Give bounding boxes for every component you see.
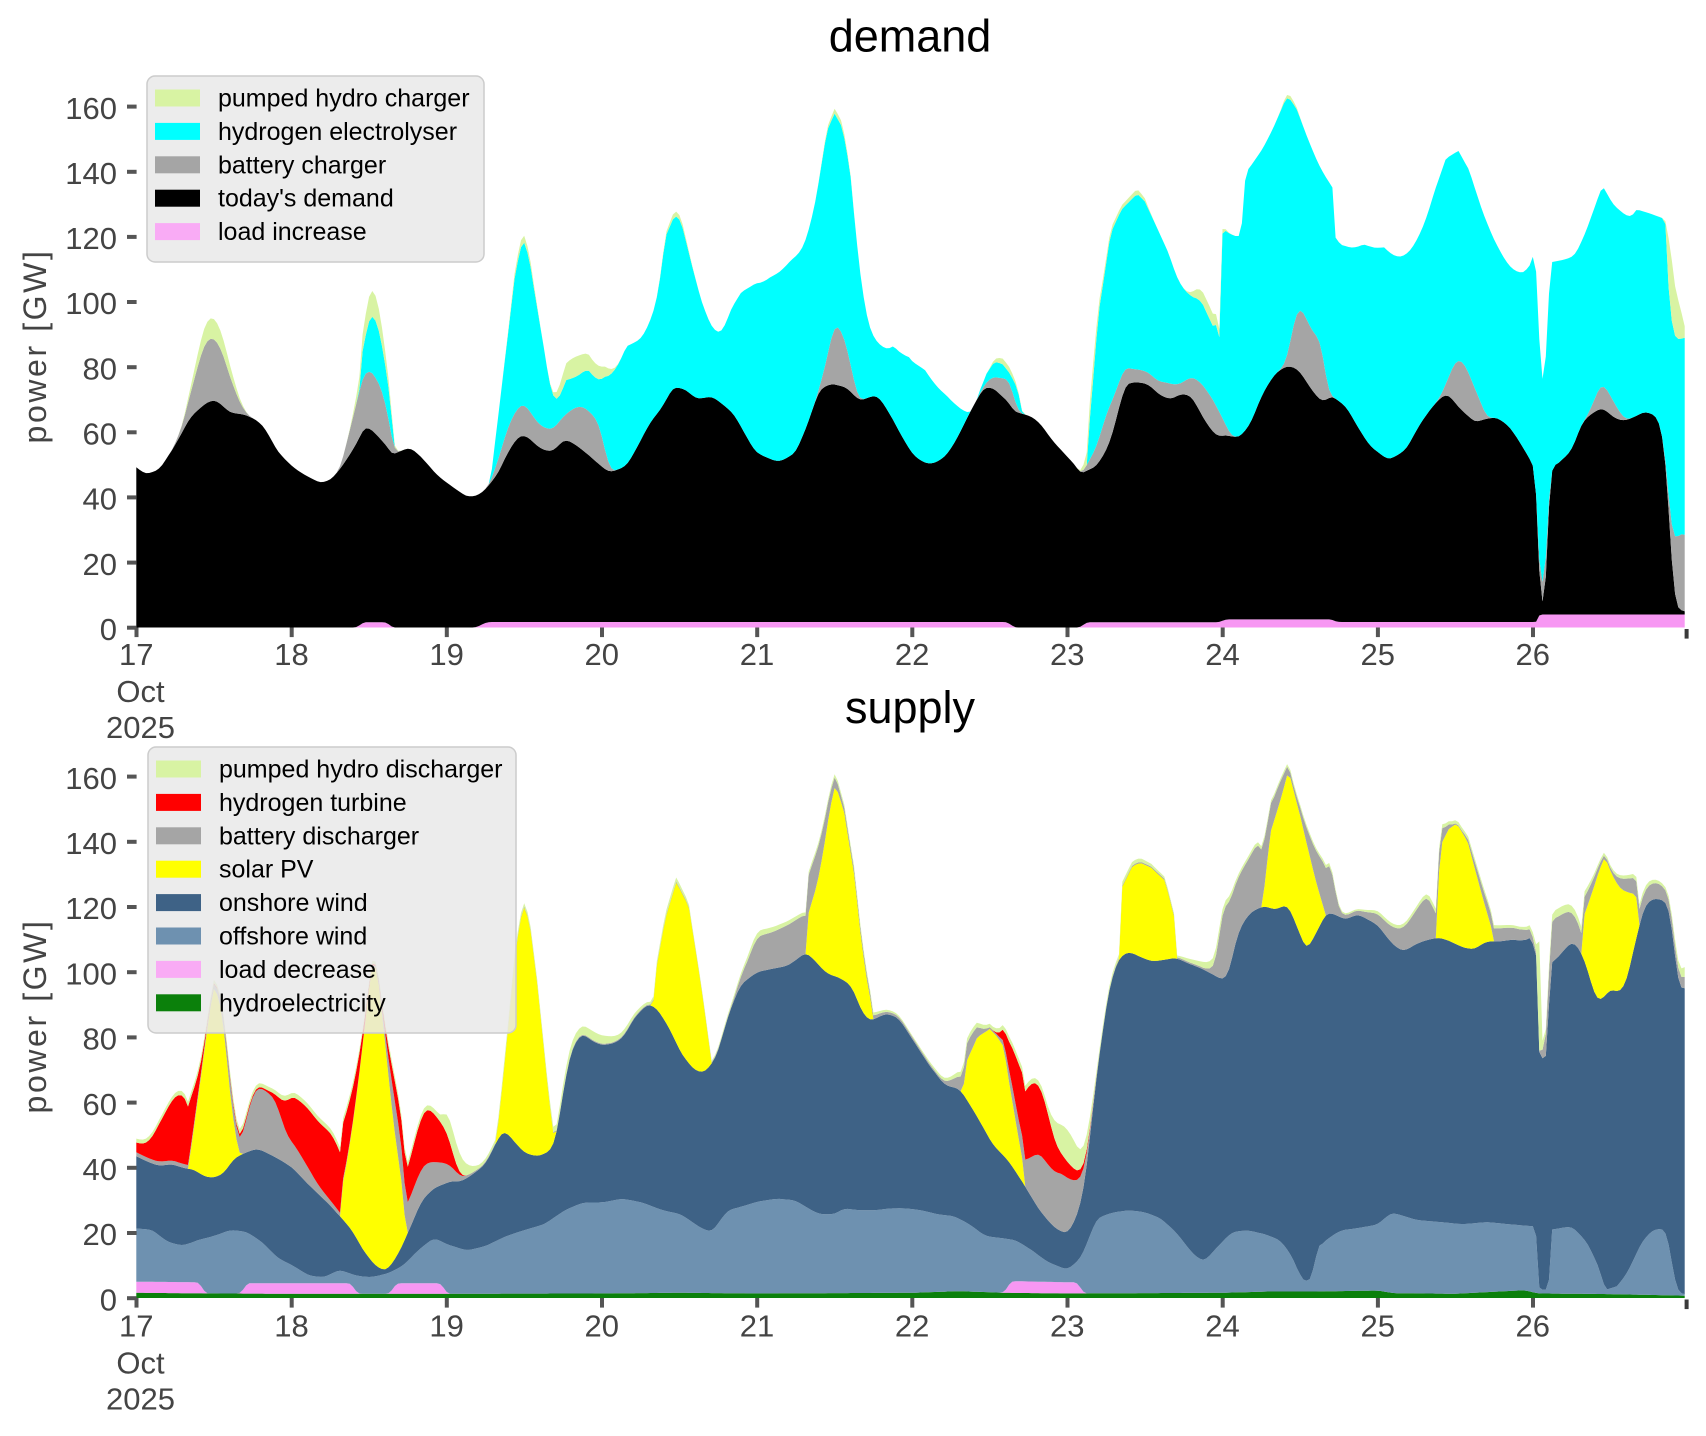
svg-text:40: 40	[83, 482, 117, 517]
svg-text:23: 23	[1050, 1309, 1084, 1344]
svg-text:onshore wind: onshore wind	[219, 889, 368, 917]
svg-text:60: 60	[83, 1087, 117, 1122]
svg-text:22: 22	[895, 1309, 929, 1344]
svg-text:160: 160	[65, 761, 117, 796]
svg-text:Oct: Oct	[116, 674, 165, 709]
svg-text:20: 20	[585, 1309, 619, 1344]
svg-text:18: 18	[274, 637, 308, 672]
svg-text:17: 17	[119, 637, 153, 672]
svg-text:pumped hydro discharger: pumped hydro discharger	[219, 756, 503, 784]
svg-text:power [GW]: power [GW]	[17, 919, 53, 1114]
svg-text:140: 140	[65, 156, 117, 191]
svg-text:25: 25	[1360, 1309, 1394, 1344]
svg-text:24: 24	[1205, 1309, 1239, 1344]
svg-text:demand: demand	[829, 11, 992, 62]
svg-text:21: 21	[740, 1309, 774, 1344]
svg-text:120: 120	[65, 221, 117, 256]
svg-text:100: 100	[65, 956, 117, 991]
svg-text:power [GW]: power [GW]	[17, 249, 53, 444]
svg-text:23: 23	[1050, 637, 1084, 672]
svg-text:pumped hydro charger: pumped hydro charger	[218, 85, 470, 113]
svg-text:solar PV: solar PV	[219, 856, 314, 884]
svg-text:24: 24	[1205, 637, 1239, 672]
svg-text:supply: supply	[845, 682, 976, 733]
svg-text:40: 40	[83, 1152, 117, 1187]
svg-text:battery charger: battery charger	[218, 151, 386, 179]
svg-text:battery discharger: battery discharger	[219, 822, 419, 850]
svg-text:load increase: load increase	[218, 218, 367, 246]
svg-text:20: 20	[585, 637, 619, 672]
svg-text:80: 80	[83, 1022, 117, 1057]
svg-text:hydrogen electrolyser: hydrogen electrolyser	[218, 118, 457, 146]
svg-text:22: 22	[895, 637, 929, 672]
svg-text:26: 26	[1516, 1309, 1550, 1344]
svg-text:today's demand: today's demand	[218, 185, 394, 213]
svg-text:19: 19	[429, 1309, 463, 1344]
svg-text:160: 160	[65, 91, 117, 126]
svg-text:Oct: Oct	[116, 1346, 165, 1381]
svg-text:60: 60	[83, 417, 117, 452]
svg-text:hydroelectricity: hydroelectricity	[219, 989, 386, 1017]
svg-text:80: 80	[83, 351, 117, 386]
svg-text:20: 20	[83, 547, 117, 582]
svg-text:2025: 2025	[106, 710, 175, 745]
svg-text:20: 20	[83, 1217, 117, 1252]
svg-text:2025: 2025	[106, 1382, 175, 1417]
svg-text:19: 19	[429, 637, 463, 672]
svg-text:hydrogen turbine: hydrogen turbine	[219, 789, 407, 817]
svg-text:17: 17	[119, 1309, 153, 1344]
svg-text:26: 26	[1516, 637, 1550, 672]
svg-text:140: 140	[65, 826, 117, 861]
svg-text:18: 18	[274, 1309, 308, 1344]
svg-text:25: 25	[1360, 637, 1394, 672]
svg-text:120: 120	[65, 891, 117, 926]
svg-text:load decrease: load decrease	[219, 956, 376, 984]
svg-text:0: 0	[100, 1282, 117, 1317]
svg-text:100: 100	[65, 286, 117, 321]
svg-text:21: 21	[740, 637, 774, 672]
svg-text:0: 0	[100, 612, 117, 647]
svg-text:offshore wind: offshore wind	[219, 923, 367, 951]
